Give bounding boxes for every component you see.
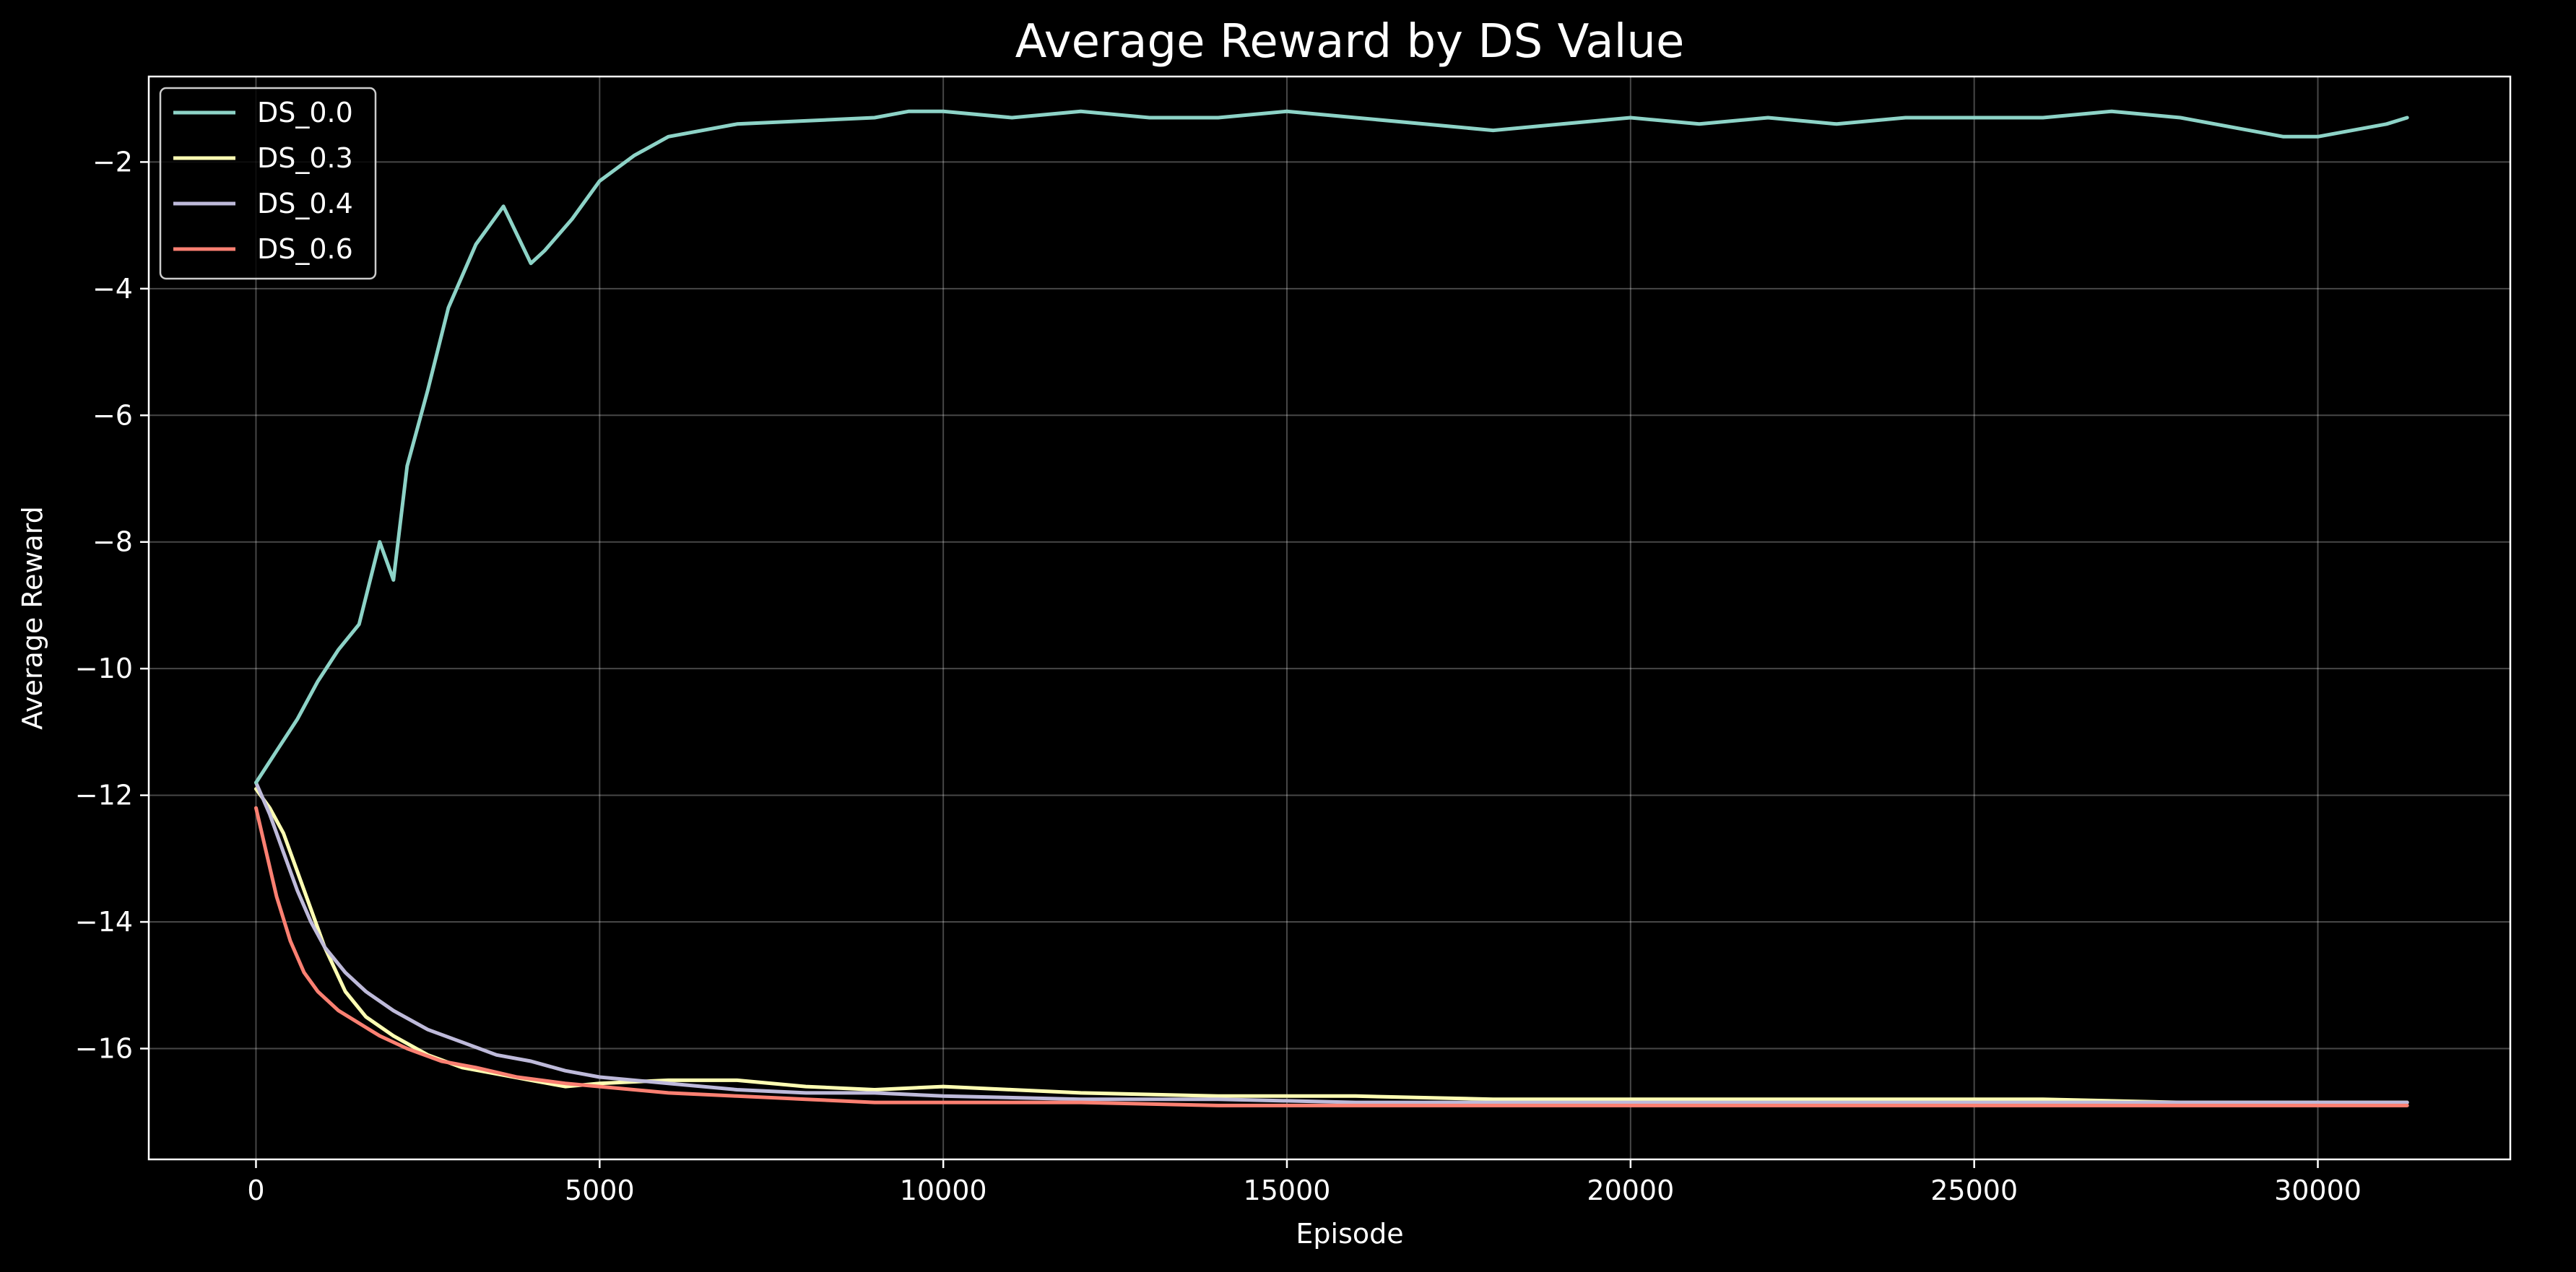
grid	[149, 77, 2510, 1159]
legend-label: DS_0.4	[257, 188, 353, 219]
legend-label: DS_0.0	[257, 97, 353, 128]
chart-title: Average Reward by DS Value	[1015, 15, 1685, 69]
x-axis-ticks: 0 5000 10000 15000 20000 25000 30000	[247, 1159, 2362, 1206]
y-tick-label: −10	[75, 653, 133, 684]
legend: DS_0.0 DS_0.3 DS_0.4 DS_0.6	[159, 87, 377, 280]
plot-frame	[147, 75, 2512, 1161]
y-tick-label: −6	[92, 399, 133, 431]
y-tick-label: −16	[75, 1032, 133, 1064]
x-tick-label: 15000	[1244, 1175, 1331, 1206]
x-tick-label: 30000	[2274, 1175, 2362, 1206]
x-tick-label: 25000	[1930, 1175, 2018, 1206]
x-axis-label: Episode	[1296, 1218, 1403, 1250]
y-tick-label: −4	[92, 273, 133, 305]
series-line-ds-0-3	[254, 787, 2409, 1105]
y-axis-label: Average Reward	[17, 506, 48, 730]
x-tick-label: 0	[247, 1175, 264, 1206]
series-line-ds-0-0	[254, 109, 2409, 785]
x-tick-label: 20000	[1587, 1175, 1674, 1206]
y-tick-label: −14	[75, 906, 133, 938]
series-lines	[254, 109, 2409, 1107]
series-line-ds-0-4	[254, 780, 2409, 1105]
y-tick-label: −2	[92, 146, 133, 178]
legend-label: DS_0.6	[257, 233, 353, 265]
series-line-ds-0-6	[254, 806, 2409, 1107]
y-tick-label: −8	[92, 526, 133, 558]
y-axis-ticks: −2 −4 −6 −8 −10 −12 −14 −16	[75, 146, 149, 1064]
x-tick-label: 5000	[565, 1175, 635, 1206]
legend-box	[159, 87, 377, 280]
y-tick-label: −12	[75, 780, 133, 811]
legend-label: DS_0.3	[257, 142, 353, 174]
x-tick-label: 10000	[900, 1175, 987, 1206]
